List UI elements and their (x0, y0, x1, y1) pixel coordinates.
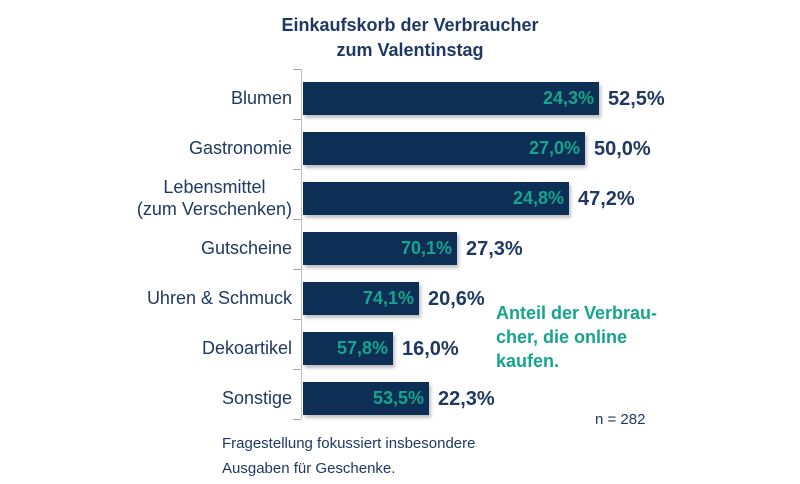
chart-row: Lebensmittel (zum Verschenken) 24,8% 47,… (0, 169, 800, 219)
chart-row: Sonstige 53,5% 22,3% (0, 369, 800, 419)
online-share-value-label: 74,1% (362, 288, 414, 308)
basket-share-value-label: 16,0% (402, 338, 459, 360)
chart-row: Uhren & Schmuck 74,1% 20,6% (0, 269, 800, 319)
chart-row: Gutscheine 70,1% 27,3% (0, 219, 800, 269)
category-label: Lebensmittel (zum Verschenken) (136, 177, 292, 219)
basket-share-value-label: 52,5% (608, 88, 665, 110)
chart-row: Dekoartikel 57,8% 16,0% (0, 319, 800, 369)
online-share-value-label: 57,8% (336, 338, 388, 358)
axis-tick (293, 319, 301, 320)
online-share-value-label: 24,3% (542, 88, 594, 108)
chart-row: Gastronomie 27,0% 50,0% (0, 119, 800, 169)
category-label: Sonstige (221, 387, 292, 408)
axis-tick (293, 69, 301, 70)
basket-share-value-label: 20,6% (428, 288, 485, 310)
category-label: Blumen (230, 87, 292, 108)
bar: 53,5% (303, 382, 429, 415)
online-share-annotation: Anteil der Verbrau- cher, die online kau… (496, 303, 658, 371)
online-share-value-label: 70,1% (400, 238, 452, 258)
axis-tick (293, 119, 301, 120)
online-share-value-label: 53,5% (372, 388, 424, 408)
bar: 24,3% (303, 82, 599, 115)
bar: 74,1% (303, 282, 419, 315)
online-share-value-label: 24,8% (512, 188, 564, 208)
basket-share-value-label: 47,2% (578, 188, 635, 210)
chart-row: Blumen 24,3% 52,5% (0, 69, 800, 119)
category-label: Dekoartikel (201, 337, 292, 358)
online-share-value-label: 27,0% (528, 138, 580, 158)
category-label: Uhren & Schmuck (146, 287, 292, 308)
footnote: Fragestellung fokussiert insbesondere Au… (222, 435, 476, 478)
basket-share-value-label: 22,3% (438, 388, 495, 410)
basket-share-value-label: 50,0% (594, 138, 651, 160)
axis-tick (293, 269, 301, 270)
axis-tick (293, 169, 301, 170)
chart-title: Einkaufskorb der Verbraucher zum Valenti… (281, 15, 539, 60)
y-axis-line (301, 69, 302, 419)
bar: 24,8% (303, 182, 569, 215)
bar: 27,0% (303, 132, 585, 165)
category-label: Gutscheine (200, 237, 292, 258)
bar: 70,1% (303, 232, 457, 265)
sample-size-label: n = 282 (595, 411, 646, 428)
plot-area: Blumen 24,3% 52,5% Gastronomie 27,0% 50,… (0, 69, 800, 420)
axis-tick (293, 219, 301, 220)
bar: 57,8% (303, 332, 393, 365)
basket-share-value-label: 27,3% (466, 238, 523, 260)
category-label: Gastronomie (188, 137, 292, 158)
axis-tick (293, 419, 301, 420)
axis-tick (293, 369, 301, 370)
